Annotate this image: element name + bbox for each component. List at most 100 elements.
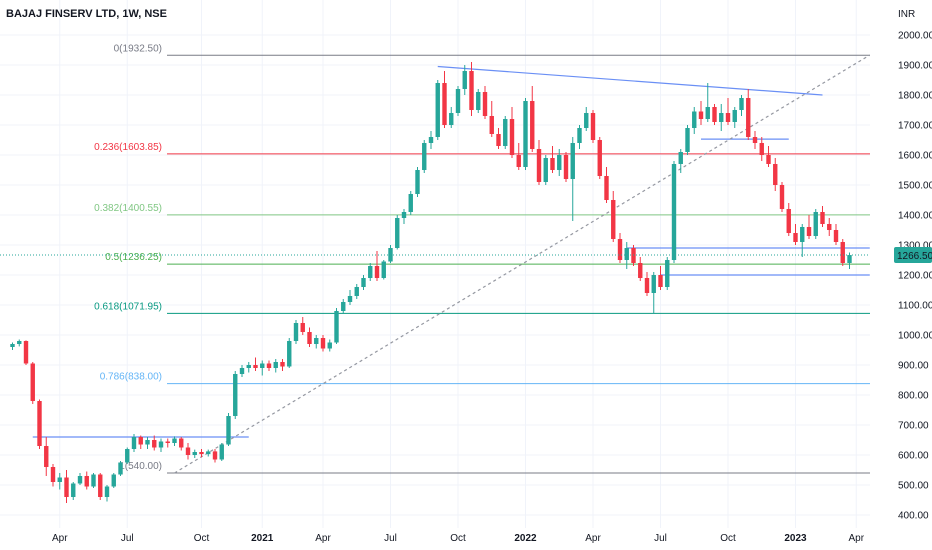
- time-tick-label: 2021: [251, 533, 274, 544]
- candle-body: [503, 119, 508, 146]
- candle: [165, 438, 170, 448]
- candle-body: [293, 323, 299, 341]
- fib-level-label: 0(1932.50): [114, 43, 162, 54]
- candle-body: [266, 363, 272, 368]
- candle: [496, 128, 501, 149]
- candle: [658, 266, 663, 290]
- candle: [91, 473, 96, 488]
- candle: [341, 299, 346, 314]
- candle-body: [800, 227, 805, 242]
- candle: [233, 371, 238, 419]
- candle-body: [658, 275, 663, 287]
- candle-body: [644, 278, 650, 293]
- candle-body: [152, 440, 157, 448]
- candle-body: [23, 341, 29, 364]
- candle-body: [725, 113, 731, 122]
- candle-body: [428, 137, 434, 143]
- candle: [766, 146, 771, 167]
- candle: [408, 191, 413, 215]
- candle-body: [104, 486, 110, 497]
- candle: [226, 413, 231, 446]
- price-tick-label: 400.00: [898, 511, 929, 522]
- candle: [442, 71, 447, 128]
- candle-body: [550, 158, 555, 170]
- candle: [10, 342, 15, 350]
- price-tick-label: 1100.00: [898, 301, 932, 312]
- candle-body: [368, 266, 373, 278]
- price-tick-label: 1700.00: [898, 121, 932, 132]
- candle: [779, 182, 785, 212]
- candle-body: [287, 341, 292, 367]
- candle-body: [253, 365, 258, 368]
- candle-body: [638, 263, 643, 278]
- candle: [293, 320, 299, 344]
- candle-body: [617, 239, 623, 260]
- candle: [665, 257, 670, 290]
- candle-body: [314, 338, 319, 344]
- candle-body: [199, 452, 204, 455]
- candle-body: [543, 158, 548, 182]
- candle-body: [226, 416, 231, 445]
- candle: [388, 245, 393, 263]
- candle-body: [739, 98, 744, 110]
- price-tick-label: 900.00: [898, 361, 929, 372]
- candle: [820, 206, 825, 227]
- candle: [705, 83, 710, 122]
- candle: [725, 98, 731, 125]
- candle-body: [449, 113, 454, 125]
- candle-body: [71, 483, 76, 497]
- candle-body: [651, 275, 656, 293]
- candle: [503, 116, 508, 149]
- time-axis[interactable]: Apr Jul Oct 2021 Apr Jul Oct 2022 Apr Jul Oct 2023 A…: [52, 533, 865, 544]
- candle-body: [611, 200, 616, 239]
- candle-body: [732, 110, 737, 122]
- candle-body: [165, 441, 170, 443]
- candle-body: [347, 296, 353, 302]
- candle-body: [624, 248, 629, 260]
- candle-body: [84, 476, 89, 487]
- candle: [219, 443, 224, 461]
- price-tick-label: 1300.00: [898, 241, 932, 252]
- candle-body: [435, 83, 440, 137]
- candle: [131, 434, 137, 452]
- candle-body: [77, 476, 83, 484]
- candle-body: [381, 261, 386, 278]
- chart-title: BAJAJ FINSERV LTD, 1W, NSE: [6, 8, 167, 20]
- candle: [577, 125, 582, 149]
- candle-body: [604, 176, 609, 200]
- candle: [833, 224, 839, 245]
- candle: [624, 242, 629, 269]
- candle-body: [158, 441, 164, 448]
- candle: [455, 86, 461, 116]
- candle-body: [570, 143, 575, 179]
- candle: [138, 435, 143, 449]
- candle-body: [91, 474, 96, 487]
- candle: [712, 104, 717, 125]
- candle-body: [307, 332, 312, 344]
- candle: [611, 191, 616, 242]
- candle-body: [172, 438, 177, 443]
- candle-body: [10, 344, 15, 347]
- time-tick-label: Apr: [585, 533, 601, 544]
- candle-body: [516, 155, 521, 167]
- candle: [152, 435, 157, 451]
- price-tick-label: 1000.00: [898, 331, 932, 342]
- time-tick-label: 2022: [514, 533, 537, 544]
- candle: [199, 449, 204, 458]
- price-axis[interactable]: 2000.00 1900.00 1800.00 1700.00 1600.00 1500.…: [898, 31, 932, 522]
- time-tick-label: Oct: [720, 533, 736, 544]
- candle: [98, 473, 103, 500]
- candle-body: [192, 452, 197, 455]
- candle-body: [584, 113, 589, 128]
- candle-body: [415, 170, 420, 194]
- candle: [698, 101, 704, 125]
- price-tick-label: 1500.00: [898, 181, 932, 192]
- candle-body: [577, 128, 582, 143]
- candle: [381, 260, 386, 280]
- candle-body: [327, 342, 332, 349]
- candle: [617, 233, 623, 263]
- candle-body: [719, 113, 724, 122]
- candle: [739, 95, 744, 116]
- candle: [415, 167, 420, 197]
